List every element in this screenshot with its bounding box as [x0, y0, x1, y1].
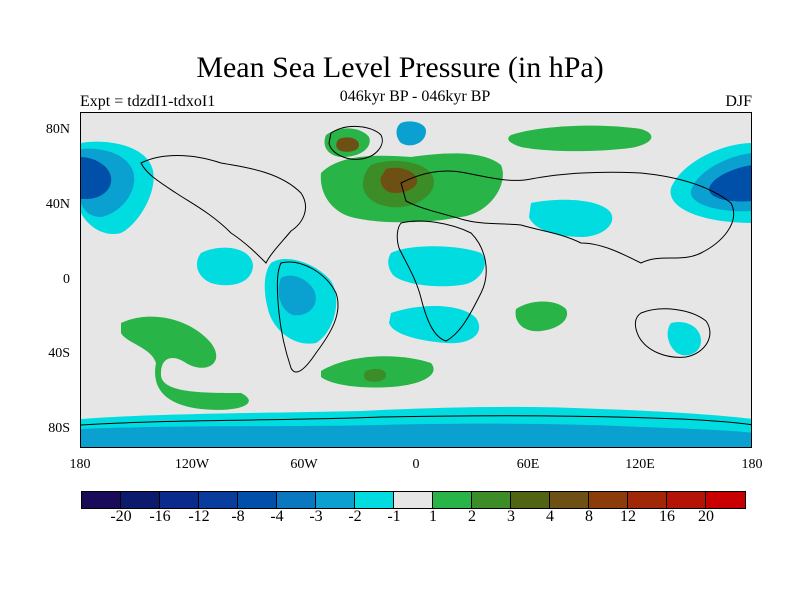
siberia-high [508, 125, 652, 152]
x-tick-180-right: 180 [741, 457, 763, 472]
africa-coast [396, 220, 487, 342]
colorbar-cell [433, 492, 472, 508]
colorbar-label: 1 [429, 508, 437, 525]
y-tick-80s: 80S [48, 421, 70, 436]
x-tick-60e: 60E [516, 457, 540, 472]
colorbar-cell [355, 492, 394, 508]
colorbar-label: 3 [507, 508, 515, 525]
south-pacific-high [121, 316, 249, 410]
south-atlantic-high-core [363, 368, 386, 382]
colorbar-label: 8 [585, 508, 593, 525]
y-tick-40n: 40N [45, 197, 70, 212]
arctic-low-patch [396, 121, 426, 146]
x-tick-120w: 120W [174, 457, 210, 472]
colorbar-label: -2 [348, 508, 362, 525]
colorbar-label: -8 [231, 508, 245, 525]
colorbar-cell [667, 492, 706, 508]
y-tick-0: 0 [63, 272, 70, 287]
colorbar-label: -3 [309, 508, 323, 525]
colorbar-label: 4 [546, 508, 554, 525]
colorbar-label: -12 [188, 508, 210, 525]
antarctica-coast [81, 415, 751, 426]
colorbar-label: 12 [620, 508, 636, 525]
africa-low [388, 246, 485, 287]
chart-title: Mean Sea Level Pressure (in hPa) [196, 51, 604, 84]
x-tick-0: 0 [412, 457, 420, 472]
europe-coast [400, 170, 735, 264]
colorbar-cell [160, 492, 199, 508]
colorbar-cell [706, 492, 745, 508]
experiment-label: Expt = tdzdI1-tdxoI1 [80, 93, 216, 110]
colorbar [81, 491, 746, 509]
colorbar-cell [316, 492, 355, 508]
south-america-coast [276, 261, 339, 373]
north-pacific-low-core [81, 157, 112, 199]
north-america-coast [140, 155, 306, 264]
colorbar-label: -4 [270, 508, 284, 525]
colorbar-label: 20 [698, 508, 714, 525]
chart-subtitle: 046kyr BP - 046kyr BP [339, 88, 491, 105]
south-atlantic-low [389, 306, 480, 344]
australia-coast [634, 308, 711, 358]
map-svg [81, 113, 751, 447]
colorbar-cell [121, 492, 160, 508]
colorbar-cell [589, 492, 628, 508]
colorbar-label: -16 [149, 508, 171, 525]
colorbar-cell [511, 492, 550, 508]
y-tick-80n: 80N [45, 122, 70, 137]
greenland-coast [328, 126, 383, 160]
greenland-high-core [336, 137, 359, 152]
x-tick-60w: 60W [290, 457, 318, 472]
colorbar-cell [472, 492, 511, 508]
colorbar-label: 16 [659, 508, 675, 525]
colorbar-cell [277, 492, 316, 508]
colorbar-label: -20 [110, 508, 132, 525]
season-label: DJF [725, 93, 752, 110]
y-tick-40s: 40S [48, 346, 70, 361]
antarctic-low-mid [81, 423, 751, 447]
colorbar-cell [550, 492, 589, 508]
europe-high-peak [380, 167, 418, 193]
australia-low [667, 321, 701, 356]
x-tick-120e: 120E [625, 457, 655, 472]
colorbar-cell [199, 492, 238, 508]
indian-ocean-high [515, 301, 568, 332]
x-tick-180-left: 180 [69, 457, 91, 472]
india-ocean-low [529, 199, 613, 237]
east-pacific-low-right-core [709, 165, 751, 202]
map-panel [80, 112, 752, 448]
east-pacific-south-low [196, 247, 253, 286]
colorbar-cell [238, 492, 277, 508]
coastlines [81, 126, 751, 426]
colorbar-label: 2 [468, 508, 476, 525]
colorbar-label: -1 [387, 508, 401, 525]
colorbar-cell [82, 492, 121, 508]
south-america-low-core [278, 275, 316, 316]
colorbar-cell [628, 492, 667, 508]
colorbar-cell [394, 492, 433, 508]
